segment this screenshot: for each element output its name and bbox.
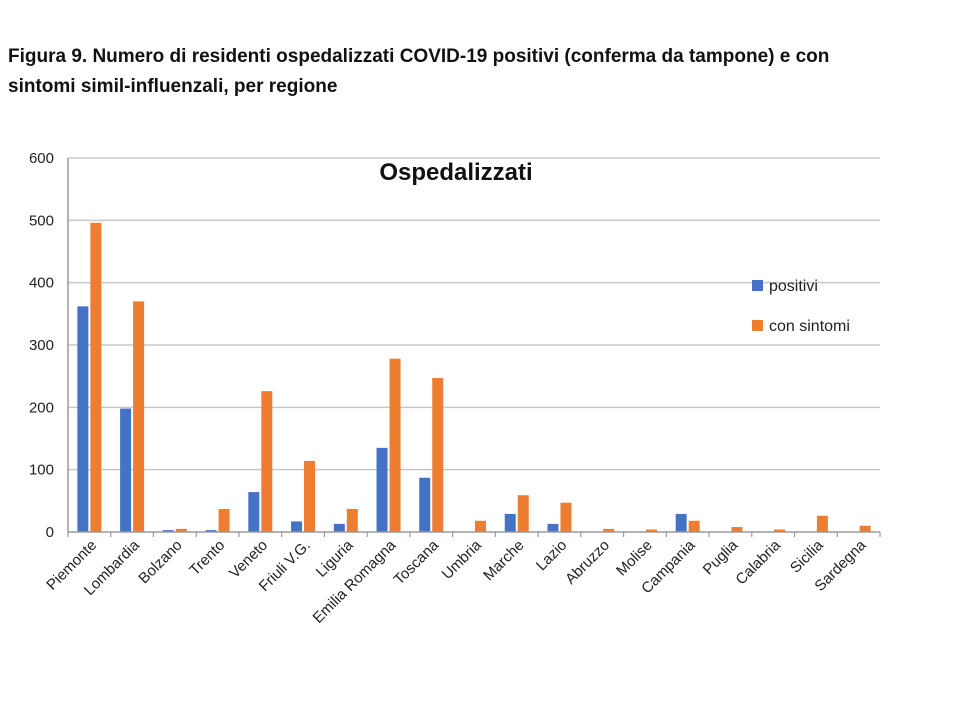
- x-category-label: Toscana: [391, 536, 443, 588]
- bar-con-sintomi: [304, 460, 316, 532]
- bar-con-sintomi: [389, 358, 401, 532]
- x-category-label: Abruzzo: [562, 537, 613, 588]
- bar-positivi: [547, 523, 559, 532]
- y-tick-label: 400: [29, 275, 54, 292]
- bar-con-sintomi: [517, 495, 529, 532]
- y-tick-label: 600: [29, 150, 54, 167]
- bar-con-sintomi: [560, 502, 572, 532]
- bar-con-sintomi: [133, 301, 145, 532]
- bar-positivi: [120, 408, 132, 532]
- y-tick-label: 200: [29, 399, 54, 416]
- bar-positivi: [291, 521, 303, 532]
- bar-positivi: [504, 513, 516, 532]
- legend-swatch: [752, 280, 763, 291]
- x-category-label: Calabria: [732, 536, 784, 588]
- bar-con-sintomi: [346, 508, 358, 532]
- bar-con-sintomi: [603, 528, 615, 532]
- bar-con-sintomi: [859, 525, 871, 532]
- y-tick-label: 300: [29, 337, 54, 354]
- bar-con-sintomi: [774, 529, 786, 532]
- legend-swatch: [752, 320, 763, 331]
- x-category-label: Bolzano: [135, 537, 185, 587]
- bar-con-sintomi: [261, 391, 273, 532]
- legend: positivi con sintomi: [752, 278, 850, 335]
- bar-positivi: [376, 447, 388, 532]
- figure-caption: Figura 9. Numero di residenti ospedalizz…: [8, 42, 976, 102]
- y-tick-label: 100: [29, 462, 54, 479]
- y-tick-label: 0: [46, 524, 54, 541]
- bar-positivi: [248, 492, 260, 532]
- x-category-label: Marche: [480, 537, 527, 584]
- legend-label: positivi: [769, 278, 818, 295]
- y-tick-label: 500: [29, 212, 54, 229]
- bar-con-sintomi: [816, 515, 828, 532]
- bar-positivi: [205, 530, 217, 532]
- bar-positivi: [77, 306, 89, 532]
- bar-positivi: [675, 513, 687, 532]
- bar-con-sintomi: [90, 222, 102, 532]
- bar-con-sintomi: [688, 520, 700, 532]
- x-category-label: Umbria: [439, 536, 486, 583]
- bar-con-sintomi: [645, 529, 657, 532]
- bar-con-sintomi: [432, 378, 444, 532]
- x-category-label: Sicilia: [787, 536, 827, 576]
- chart-title: Ospedalizzati: [379, 159, 532, 186]
- figure-caption-line-1: Figura 9. Numero di residenti ospedalizz…: [8, 46, 830, 67]
- x-category-label: Lazio: [533, 537, 570, 574]
- figure-caption-line-2: sintomi simil-influenzali, per regione: [8, 76, 338, 97]
- bar-con-sintomi: [218, 508, 230, 532]
- bar-positivi: [162, 530, 174, 532]
- bar-con-sintomi: [475, 520, 486, 532]
- legend-label: con sintomi: [769, 318, 850, 335]
- bar-con-sintomi: [175, 528, 187, 532]
- bar-positivi: [333, 523, 345, 532]
- bar-positivi: [419, 477, 431, 532]
- x-category-label: Trento: [186, 537, 228, 579]
- bar-con-sintomi: [731, 527, 743, 532]
